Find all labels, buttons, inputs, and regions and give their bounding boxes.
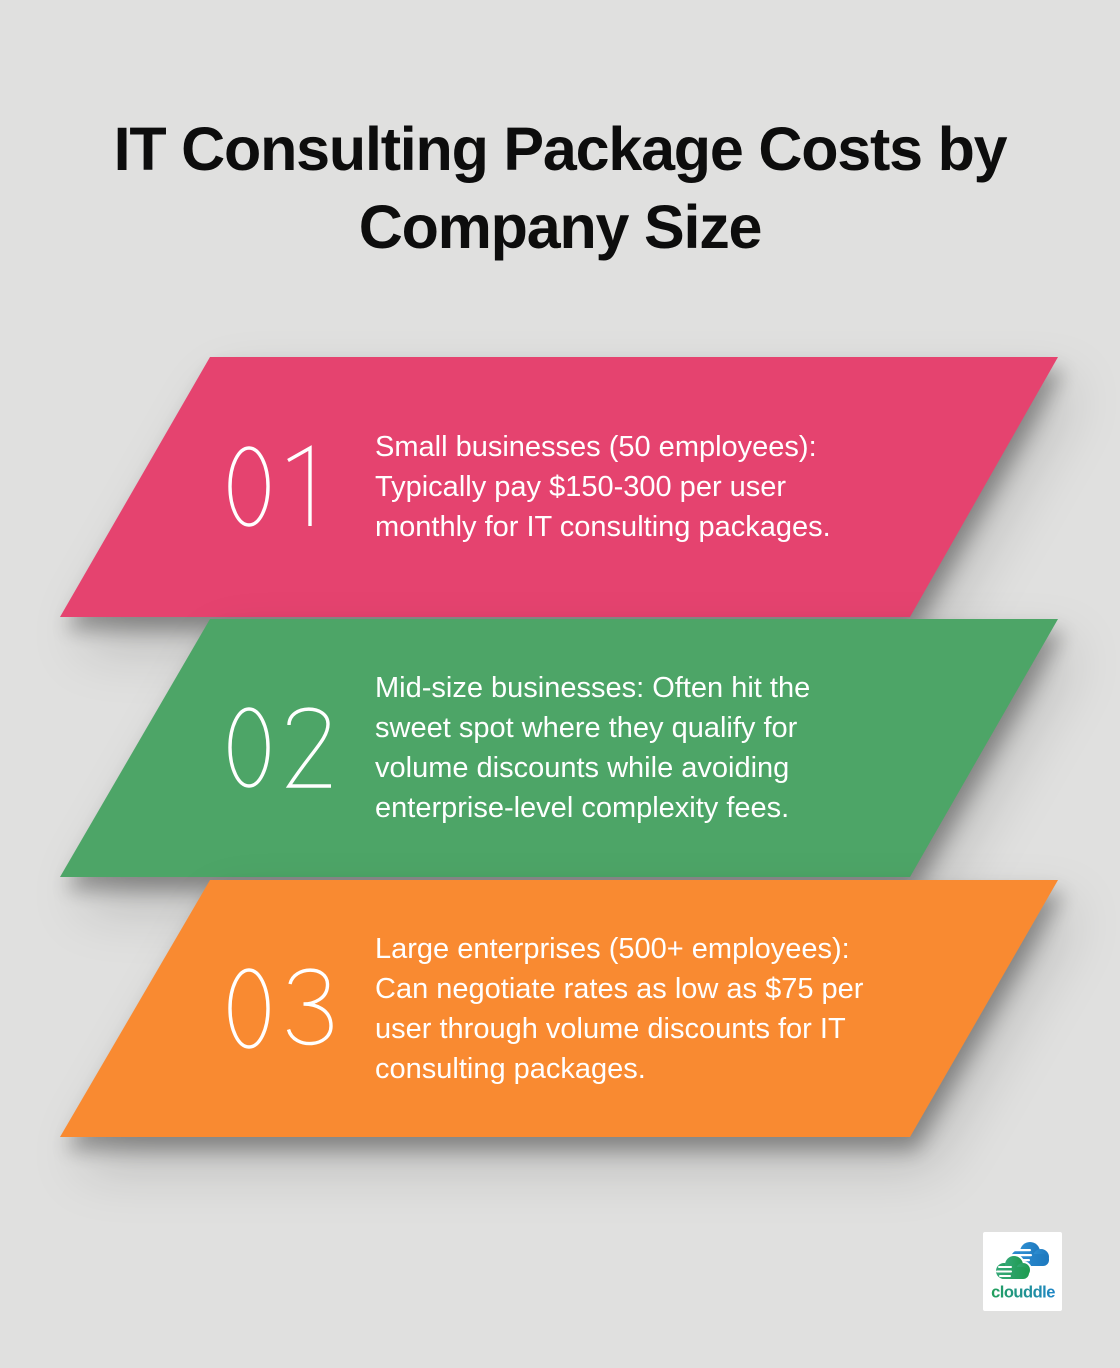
- step-1-description: Small businesses (50 employees): Typical…: [375, 427, 831, 547]
- svg-text:clouddle: clouddle: [991, 1284, 1055, 1302]
- description-line: volume discounts while avoiding: [375, 752, 790, 784]
- page-title-line-1: IT Consulting Package Costs by: [113, 115, 1008, 183]
- description-line: Can negotiate rates as low as $75 per: [375, 972, 864, 1005]
- description-line: user through volume discounts for IT: [375, 1012, 846, 1045]
- description-line: Small businesses (50 employees):: [375, 431, 817, 463]
- cloud-icon: [994, 1242, 1049, 1281]
- page-title: IT Consulting Package Costs by Company S…: [0, 110, 1120, 266]
- page-title-line-2: Company Size: [358, 193, 763, 261]
- description-line: Mid-size businesses: Often hit the: [375, 672, 811, 704]
- description-line: sweet spot where they qualify for: [375, 712, 798, 744]
- clouddle-wordmark: clouddle: [991, 1284, 1056, 1302]
- description-line: Large enterprises (500+ employees):: [375, 932, 850, 965]
- description-line: enterprise-level complexity fees.: [375, 792, 790, 824]
- step-number-01: [227, 445, 315, 529]
- step-banner-1: Small businesses (50 employees): Typical…: [60, 357, 1058, 617]
- step-banner-3: Large enterprises (500+ employees): Can …: [60, 880, 1058, 1137]
- step-number-03: [227, 967, 333, 1051]
- step-banner-1-wrapper: Small businesses (50 employees): Typical…: [60, 357, 1058, 617]
- step-number-02: [227, 706, 333, 790]
- step-banner-2-wrapper: Mid-size businesses: Often hit the sweet…: [60, 619, 1058, 877]
- step-3-description: Large enterprises (500+ employees): Can …: [375, 929, 863, 1089]
- description-line: monthly for IT consulting packages.: [375, 511, 831, 543]
- step-banner-3-wrapper: Large enterprises (500+ employees): Can …: [60, 880, 1058, 1137]
- clouddle-logo: clouddle: [983, 1232, 1062, 1311]
- description-line: Typically pay $150-300 per user: [375, 471, 787, 503]
- description-line: consulting packages.: [375, 1052, 646, 1085]
- step-2-description: Mid-size businesses: Often hit the sweet…: [375, 668, 810, 828]
- step-banner-2: Mid-size businesses: Often hit the sweet…: [60, 619, 1058, 877]
